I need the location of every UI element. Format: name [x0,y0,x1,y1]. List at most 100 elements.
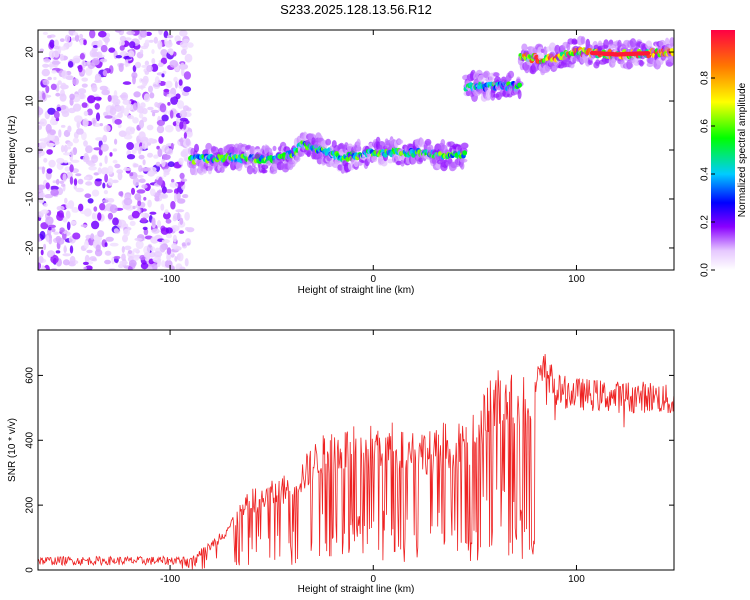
noise-blob [122,81,132,85]
trace-halo [262,169,268,174]
noise-blob [44,94,52,98]
noise-blob [87,198,94,204]
noise-blob [88,162,96,167]
noise-blob [109,107,117,116]
noise-blob [103,190,108,195]
trace-halo [400,162,405,167]
noise-blob [159,103,167,113]
noise-blob [78,88,87,95]
noise-blob [183,86,192,93]
noise-blob [63,144,68,153]
noise-blob [119,35,127,42]
y-tick-label: 0 [25,147,36,153]
noise-blob [176,192,181,201]
noise-blob [59,93,67,102]
noise-blob [75,173,82,177]
x-tick-label: 0 [370,274,376,285]
noise-blob [60,46,67,51]
noise-blob [153,83,161,87]
trace-halo [493,72,500,77]
noise-blob [84,193,92,198]
noise-blob [185,227,190,231]
noise-blob [95,178,103,182]
noise-blob [118,130,127,137]
noise-blob [45,235,50,243]
noise-blob [47,107,56,115]
noise-blob [97,39,103,48]
noise-blob [46,149,53,155]
noise-blob [151,217,156,226]
noise-blob [107,94,112,102]
noise-blob [43,203,48,207]
colorbar-label: Normalized spectral amplitude [737,82,748,217]
noise-blob [112,159,118,164]
noise-blob [147,152,153,158]
noise-blob [123,107,130,117]
noise-blob [126,142,134,150]
noise-blob [95,244,101,252]
noise-blob [71,207,79,213]
noise-blob [165,218,172,224]
noise-blob [79,53,85,60]
trace-halo [611,57,616,67]
noise-blob [51,60,61,65]
noise-blob [133,257,139,261]
noise-blob [49,185,59,191]
noise-blob [109,242,119,247]
trace-halo [387,158,394,164]
noise-blob [163,168,171,173]
noise-blob [165,80,173,89]
noise-blob [170,142,174,151]
noise-blob [107,178,114,186]
noise-blob [178,230,185,234]
noise-blob [149,92,155,99]
noise-blob [140,102,146,109]
noise-blob [39,230,46,240]
noise-blob [164,124,174,133]
noise-blob [38,262,42,270]
noise-blob [161,260,166,267]
noise-blob [122,99,132,106]
noise-blob [83,266,87,270]
noise-blob [55,178,60,185]
noise-blob [156,72,164,76]
trace-halo [572,57,577,64]
noise-blob [158,30,163,36]
snr-frame [37,329,675,571]
noise-blob [126,103,134,111]
noise-blob [111,179,119,184]
noise-blob [71,159,80,163]
noise-blob [166,34,174,39]
noise-blob [127,250,133,254]
noise-blob [94,73,102,82]
noise-blob [55,92,61,97]
noise-blob [73,178,78,186]
noise-blob [156,119,165,126]
noise-blob [60,82,67,90]
noise-blob [56,106,62,112]
noise-blob [180,178,188,182]
noise-blob [74,115,83,123]
noise-blob [54,39,59,48]
noise-blob [69,245,74,254]
noise-blob [61,70,68,79]
noise-blob [166,247,172,255]
noise-blob [184,157,189,161]
noise-blob [53,46,60,50]
noise-blob [112,148,118,152]
noise-blob [156,179,163,186]
page-title: S233.2025.128.13.56.R12 [280,2,432,17]
noise-blob [140,49,144,54]
noise-blob [89,30,96,39]
noise-blob [161,239,170,244]
noise-blob [139,254,146,261]
noise-blob [85,181,93,186]
noise-blob [129,172,134,177]
noise-blob [62,253,71,257]
noise-blob [51,227,56,233]
noise-blob [39,48,44,53]
noise-blob [138,112,144,119]
noise-blob [99,162,103,167]
noise-blob [148,85,153,93]
noise-blob [71,37,76,41]
